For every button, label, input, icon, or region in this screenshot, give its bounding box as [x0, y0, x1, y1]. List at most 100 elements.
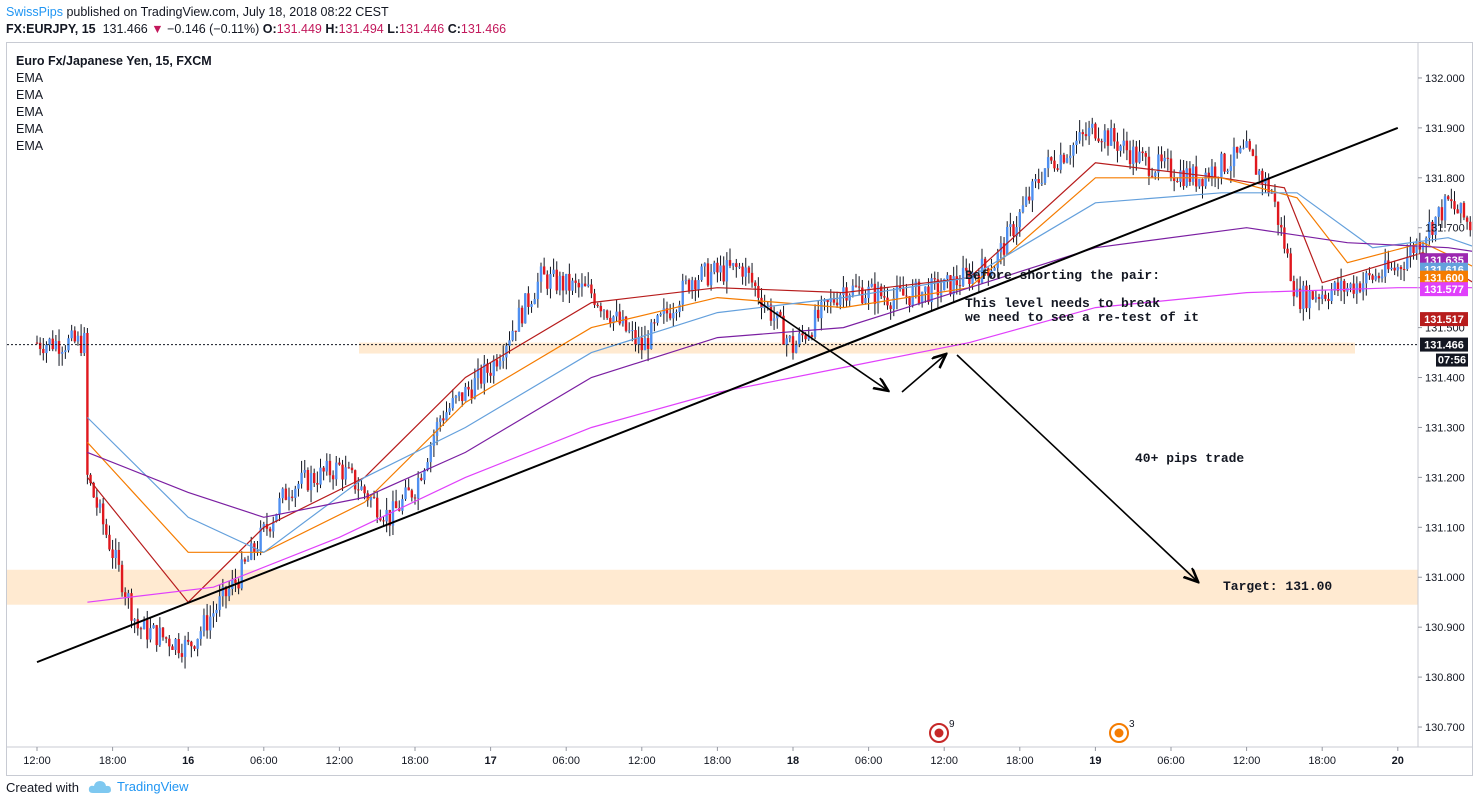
time-tick-label: 06:00	[552, 755, 580, 767]
ema-line-5	[87, 287, 1472, 603]
candle-body	[820, 301, 823, 319]
time-tick-label: 18:00	[1308, 755, 1336, 767]
price-label-text-3: 131.600	[1424, 273, 1464, 285]
candle-body	[1365, 273, 1368, 284]
candle-body	[1459, 202, 1462, 214]
candle-body	[281, 488, 284, 499]
candle-body	[1116, 141, 1119, 151]
price-tick-label: 131.700	[1425, 223, 1465, 235]
candle-body	[1075, 140, 1078, 145]
candle-body	[335, 462, 338, 480]
candle-body	[369, 496, 373, 501]
candle-body	[612, 316, 615, 324]
candle-body	[105, 524, 108, 535]
chart-area[interactable]: Before shorting the pair: This level need…	[6, 42, 1473, 776]
candle-body	[212, 613, 215, 617]
candle-body	[854, 285, 858, 287]
candle-body	[149, 628, 152, 640]
time-tick-label: 20	[1392, 755, 1404, 767]
candle-body	[665, 308, 669, 314]
candle-body	[193, 646, 196, 649]
annotation-4[interactable]: 40+ pips trade	[1135, 451, 1244, 466]
low-value: 131.446	[399, 22, 445, 36]
candle-body	[1081, 132, 1084, 135]
candle-body	[1166, 157, 1170, 159]
candle-body	[404, 487, 407, 500]
annotation-2[interactable]: This level needs to break	[965, 296, 1160, 311]
candle-body	[1154, 172, 1157, 177]
candle-body	[1046, 157, 1050, 169]
candle-body	[574, 280, 577, 283]
candle-body	[479, 368, 483, 384]
candle-body	[1453, 201, 1456, 210]
symbol-label: FX:EURJPY, 15	[6, 22, 96, 36]
candle-body	[101, 503, 105, 525]
legend-ema-3[interactable]: EMA	[16, 105, 44, 119]
annotation-1[interactable]: Before shorting the pair:	[965, 268, 1160, 283]
candle-body	[1377, 275, 1381, 279]
candle-body	[199, 631, 202, 639]
candle-body	[1336, 282, 1340, 292]
event-marker-1[interactable]: 9	[929, 719, 955, 743]
candle-body	[511, 330, 514, 341]
candle-body	[284, 488, 288, 500]
candle-body	[1006, 226, 1009, 255]
annotation-5[interactable]: Target: 131.00	[1223, 579, 1332, 594]
candle-body	[864, 298, 867, 304]
legend-ema-4[interactable]: EMA	[16, 122, 44, 136]
candle-body	[1141, 151, 1144, 154]
price-chart[interactable]: Before shorting the pair: This level need…	[7, 43, 1472, 775]
candle-body	[388, 509, 391, 526]
candle-body	[527, 293, 530, 307]
candle-body	[240, 559, 243, 589]
candle-body	[341, 464, 344, 480]
candle-body	[89, 474, 92, 483]
candle-body	[111, 549, 114, 559]
candle-body	[124, 592, 127, 597]
candle-body	[1298, 288, 1302, 309]
candle-body	[1324, 294, 1327, 299]
annotation-3[interactable]: we need to see a re-test of it	[965, 310, 1199, 325]
tradingview-brand-link[interactable]: TradingView	[88, 779, 189, 794]
candle-body	[227, 588, 231, 597]
high-label: H:	[325, 22, 339, 36]
candle-body	[423, 470, 426, 481]
candle-body	[237, 583, 240, 589]
candle-body	[1150, 175, 1154, 177]
event-marker-2[interactable]: 3	[1109, 719, 1135, 743]
candle-body	[319, 467, 322, 485]
candle-body	[1343, 280, 1346, 292]
candle-body	[476, 368, 480, 379]
candle-body	[202, 615, 206, 632]
candle-body	[772, 318, 776, 321]
high-value: 131.494	[338, 22, 384, 36]
candle-body	[1012, 224, 1015, 237]
candle-body	[1223, 153, 1226, 172]
candle-body	[177, 639, 180, 654]
legend-ema-1[interactable]: EMA	[16, 71, 44, 85]
candle-body	[823, 299, 826, 302]
author-link[interactable]: SwissPips	[6, 5, 63, 19]
close-label: C:	[447, 22, 461, 36]
legend-ema-2[interactable]: EMA	[16, 88, 44, 102]
price-tick-label: 131.300	[1425, 422, 1465, 434]
price-label-text-4: 131.577	[1424, 284, 1464, 296]
candle-body	[256, 550, 259, 552]
candle-body	[171, 646, 174, 650]
event-marker-dot	[934, 728, 944, 738]
candle-body	[492, 359, 495, 376]
candle-body	[681, 280, 684, 305]
candle-body	[1201, 179, 1204, 187]
candle-body	[744, 267, 747, 277]
candle-body	[306, 469, 310, 491]
candle-body	[73, 330, 76, 342]
legend-ema-5[interactable]: EMA	[16, 139, 44, 153]
legend-title[interactable]: Euro Fx/Japanese Yen, 15, FXCM	[16, 54, 212, 68]
candle-body	[971, 272, 974, 284]
candle-body	[1119, 145, 1122, 151]
candle-body	[930, 278, 933, 303]
candle-body	[760, 297, 763, 308]
candle-body	[561, 275, 565, 291]
candle-body	[190, 641, 193, 647]
price-tick-label: 131.800	[1425, 173, 1465, 185]
